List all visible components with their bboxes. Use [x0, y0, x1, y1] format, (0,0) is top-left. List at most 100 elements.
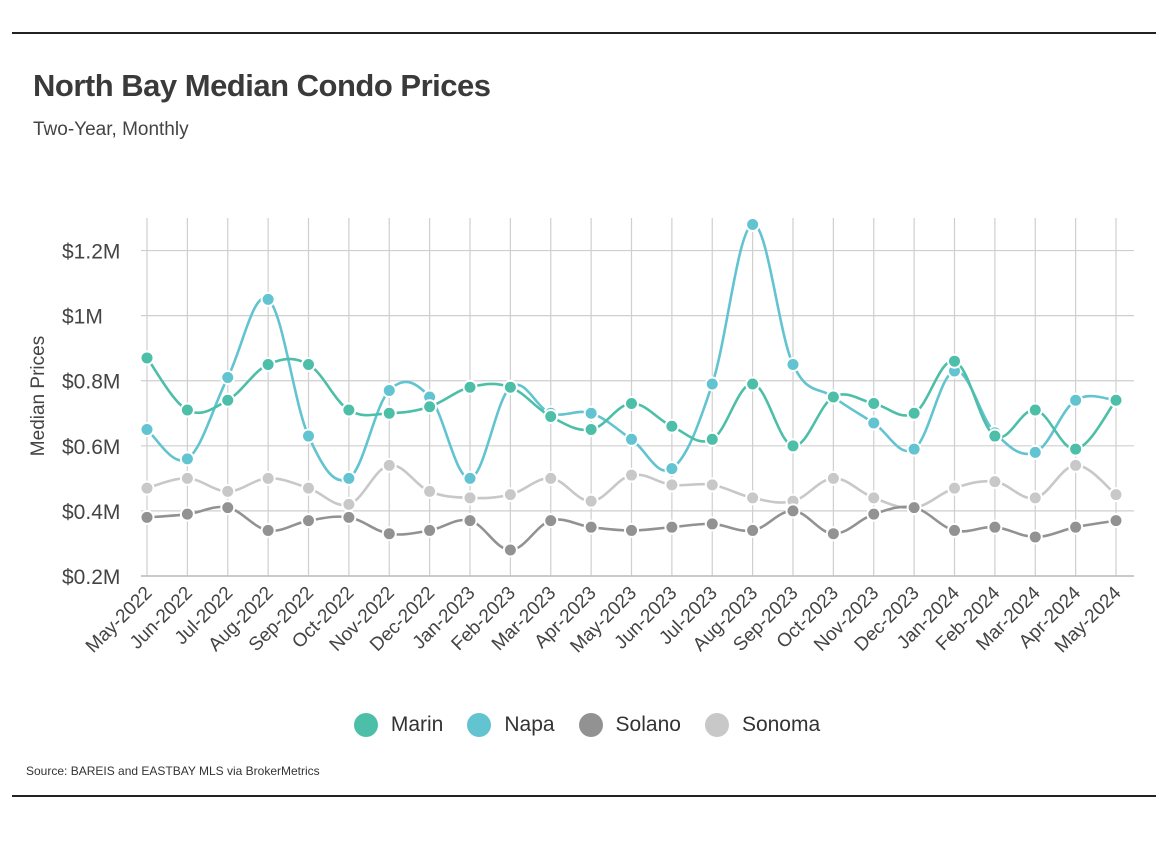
data-point-sonoma — [1027, 490, 1043, 506]
data-point-napa — [260, 291, 276, 307]
data-point-marin — [866, 396, 882, 412]
data-point-solano — [220, 500, 236, 516]
data-point-sonoma — [664, 477, 680, 493]
data-point-sonoma — [583, 493, 599, 509]
data-point-marin — [341, 402, 357, 418]
data-point-napa — [1068, 392, 1084, 408]
legend-swatch — [578, 713, 603, 737]
data-point-marin — [139, 350, 155, 366]
data-point-marin — [1068, 441, 1084, 457]
data-point-sonoma — [220, 483, 236, 499]
data-point-solano — [947, 522, 962, 538]
data-point-solano — [906, 500, 922, 516]
data-point-solano — [987, 519, 1003, 535]
data-point-solano — [1027, 529, 1043, 545]
data-point-marin — [745, 376, 761, 392]
data-point-marin — [704, 431, 720, 447]
y-axis-label: Median Prices — [28, 336, 49, 456]
data-point-solano — [543, 513, 559, 529]
data-point-sonoma — [462, 490, 478, 506]
data-point-solano — [179, 506, 195, 522]
data-point-marin — [179, 402, 195, 418]
legend-label: Napa — [504, 713, 555, 736]
data-point-napa — [624, 431, 639, 447]
data-point-marin — [987, 428, 1003, 444]
chart-title: North Bay Median Condo Prices — [33, 68, 491, 103]
data-point-sonoma — [825, 470, 841, 486]
data-point-solano — [745, 522, 761, 538]
data-point-marin — [624, 396, 639, 412]
legend-label: Solano — [615, 713, 681, 736]
data-point-solano — [422, 522, 438, 538]
data-point-sonoma — [381, 457, 397, 473]
data-point-napa — [906, 441, 922, 457]
data-point-sonoma — [745, 490, 761, 506]
data-point-napa — [341, 470, 357, 486]
legend-swatch — [704, 713, 729, 737]
data-point-marin — [583, 422, 599, 438]
legend-item-marin: Marin — [353, 713, 444, 737]
data-point-solano — [624, 522, 639, 538]
data-point-marin — [502, 379, 518, 395]
data-point-sonoma — [866, 490, 882, 506]
data-point-napa — [785, 356, 801, 372]
chart-legend: Marin Napa Solano Sonoma — [0, 713, 1174, 737]
series-marin — [139, 350, 1124, 457]
chart-subtitle: Two-Year, Monthly — [33, 119, 189, 140]
data-point-marin — [422, 399, 438, 415]
data-point-napa — [381, 382, 397, 398]
data-point-napa — [220, 369, 236, 385]
data-point-sonoma — [987, 474, 1003, 490]
data-point-solano — [502, 542, 518, 558]
data-point-marin — [381, 405, 397, 421]
data-point-solano — [825, 526, 841, 542]
data-point-solano — [704, 516, 720, 532]
y-tick-label: $1M — [62, 306, 103, 329]
y-tick-label: $0.4M — [62, 501, 120, 524]
data-point-solano — [139, 509, 155, 525]
data-point-solano — [1108, 513, 1124, 529]
data-point-solano — [381, 526, 397, 542]
data-point-napa — [1027, 444, 1043, 460]
y-tick-label: $0.8M — [62, 371, 120, 394]
data-point-solano — [785, 503, 801, 519]
data-point-solano — [341, 509, 357, 525]
series-solano — [139, 500, 1124, 558]
y-tick-label: $0.2M — [62, 566, 120, 589]
data-point-marin — [1108, 392, 1124, 408]
data-point-napa — [664, 461, 680, 477]
data-point-sonoma — [1108, 487, 1124, 503]
data-point-sonoma — [1068, 457, 1084, 473]
data-point-marin — [301, 356, 316, 372]
source-note: Source: BAREIS and EASTBAY MLS via Broke… — [26, 764, 320, 778]
data-point-sonoma — [624, 467, 639, 483]
data-point-sonoma — [947, 480, 962, 496]
top-rule — [12, 32, 1156, 34]
data-point-sonoma — [301, 480, 316, 496]
data-point-napa — [745, 217, 761, 233]
data-point-napa — [179, 451, 195, 467]
legend-item-solano: Solano — [578, 713, 681, 737]
y-tick-label: $0.6M — [62, 436, 120, 459]
data-point-napa — [462, 470, 478, 486]
data-point-solano — [664, 519, 680, 535]
legend-swatch — [353, 713, 378, 737]
series-sonoma — [139, 457, 1124, 516]
data-point-sonoma — [422, 483, 438, 499]
legend-item-sonoma: Sonoma — [704, 713, 820, 737]
data-point-napa — [139, 422, 155, 438]
legend-item-napa: Napa — [467, 713, 555, 737]
data-point-marin — [825, 389, 841, 405]
data-point-marin — [947, 353, 962, 369]
data-point-sonoma — [139, 480, 155, 496]
y-tick-label: $1.2M — [62, 241, 120, 264]
legend-label: Marin — [390, 713, 444, 736]
data-point-napa — [866, 415, 882, 431]
data-point-solano — [462, 513, 478, 529]
data-point-marin — [260, 356, 276, 372]
data-point-napa — [301, 428, 316, 444]
data-point-sonoma — [179, 470, 195, 486]
data-point-marin — [1027, 402, 1043, 418]
data-point-solano — [260, 522, 276, 538]
